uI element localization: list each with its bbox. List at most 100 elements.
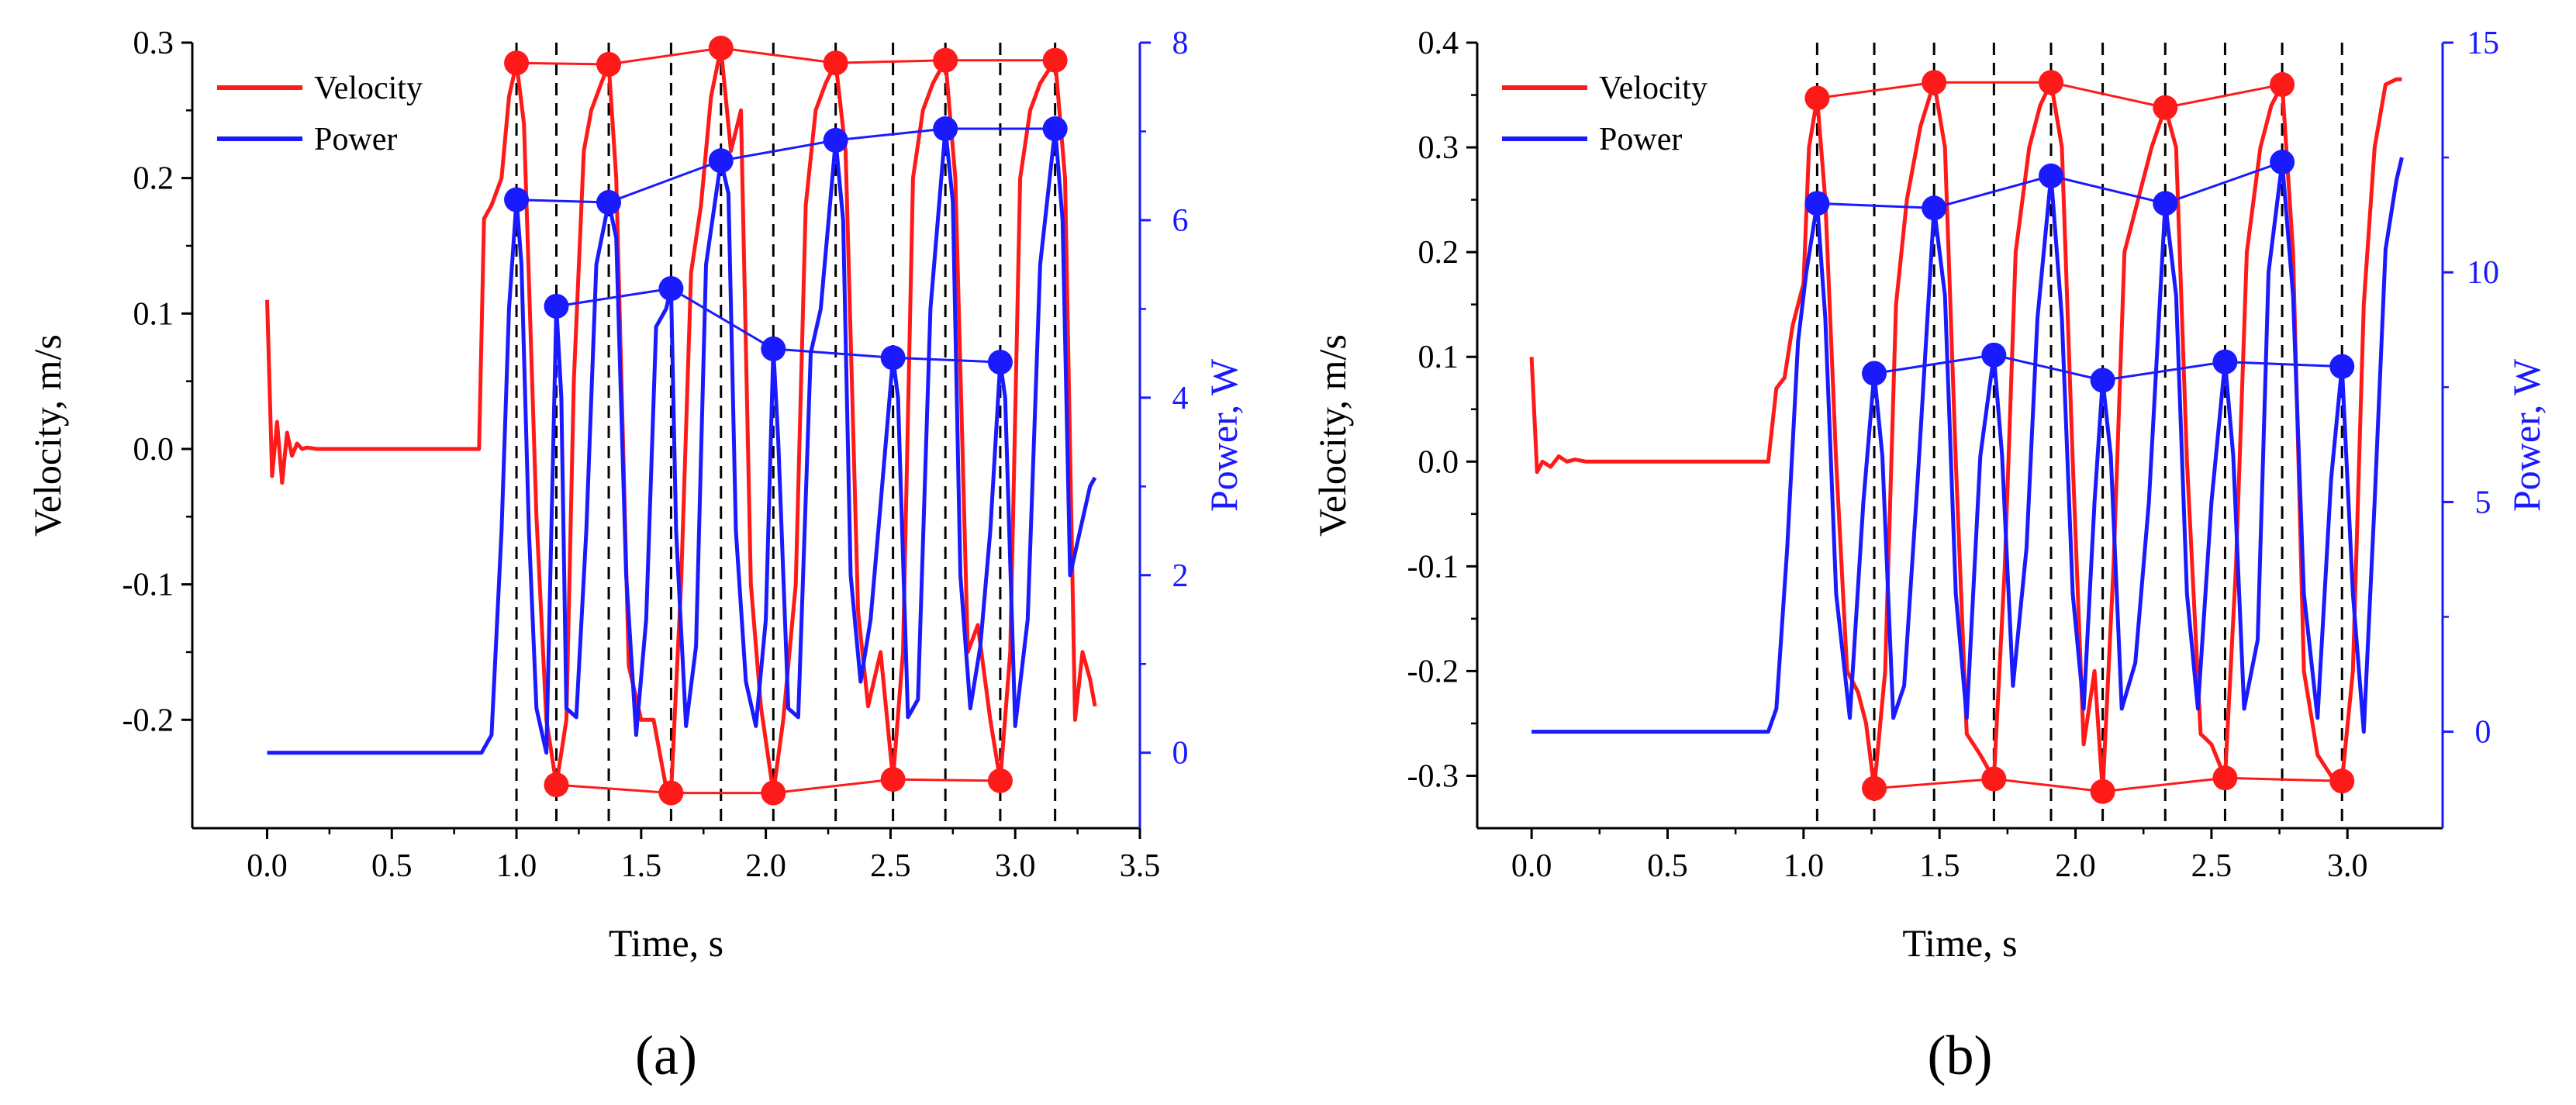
velocity-peak-marker-point	[1042, 47, 1068, 73]
x-tick-label: 0.5	[1647, 848, 1688, 884]
y-right-tick-label: 2	[1172, 558, 1189, 594]
power-peak-marker-point	[708, 148, 734, 174]
velocity-trough-marker-point	[1862, 775, 1887, 801]
x-tick-label: 3.0	[995, 848, 1036, 884]
y-left-tick-label: 0.1	[1418, 340, 1459, 375]
power-secondary-marker-point	[1981, 342, 2007, 368]
y-axis-left-label: Velocity, m/s	[26, 334, 69, 537]
x-tick-label: 3.0	[2327, 848, 2368, 884]
power-peak-marker-point	[504, 187, 530, 212]
x-tick-label: 0.0	[1511, 848, 1552, 884]
power-peak-marker-point	[1042, 116, 1068, 142]
velocity-trough-marker-point	[544, 772, 569, 798]
velocity-peak-marker-point	[823, 50, 848, 76]
y-axis-right-label: Power, W	[2505, 358, 2548, 512]
x-axis-label: Time, s	[609, 921, 723, 965]
power-series-line	[267, 126, 1097, 755]
power-secondary-marker-point	[1862, 361, 1887, 386]
velocity-peak-marker-point	[504, 50, 530, 76]
velocity-peak-marker-point	[2270, 72, 2295, 98]
x-axis-label: Time, s	[1902, 921, 2017, 965]
power-peak-marker-point	[823, 127, 848, 153]
y-left-tick-label: 0.3	[1418, 130, 1459, 166]
power-peak-marker-point	[2270, 150, 2295, 175]
y-axis-left-label: Velocity, m/s	[1310, 334, 1354, 537]
x-tick-label: 0.0	[247, 848, 288, 884]
velocity-trough-marker-point	[2329, 768, 2355, 794]
velocity-peak-marker-point	[1922, 70, 1947, 95]
y-axis-right-label: Power, W	[1202, 358, 1245, 512]
x-tick-label: 1.5	[621, 848, 662, 884]
power-peak-marker-point	[596, 190, 622, 216]
velocity-trough-marker-point	[761, 780, 786, 806]
power-secondary-marker-point	[658, 276, 684, 302]
power-peak-marker-point	[2153, 191, 2178, 216]
velocity-peak-marker-point	[708, 35, 734, 60]
y-right-tick-label: 6	[1172, 203, 1189, 239]
y-right-tick-label: 0	[1172, 736, 1189, 772]
y-left-tick-label: 0.2	[133, 161, 174, 197]
velocity-peak-marker-point	[2153, 95, 2178, 120]
legend-velocity-label: Velocity	[314, 71, 423, 106]
velocity-trough-marker-point	[880, 767, 906, 792]
legend-power-label: Power	[314, 122, 397, 157]
velocity-trough-marker-point	[987, 768, 1013, 793]
panel-label: (b)	[1928, 1024, 1993, 1086]
x-tick-label: 1.5	[1919, 848, 1960, 884]
y-left-tick-label: -0.2	[123, 703, 174, 738]
velocity-peak-marker-point	[1804, 85, 1830, 111]
y-left-tick-label: 0.4	[1418, 26, 1459, 61]
velocity-trough-marker-point	[2090, 779, 2115, 804]
velocity-peak-marker-point	[2038, 70, 2063, 95]
y-right-tick-label: 5	[2475, 485, 2491, 520]
chart-panel-a: 0.0 0.5 1.0 1.5 2.0 2.5 3.0 3.5 -0.2 -0.1 0.0 0.1 0.…	[26, 26, 1245, 1086]
power-secondary-marker-point	[544, 293, 569, 319]
y-left-tick-label: 0.1	[133, 296, 174, 332]
power-peak-marker-connector	[516, 127, 1055, 204]
power-peak-marker-point	[1804, 191, 1830, 216]
power-secondary-marker-point	[2090, 368, 2115, 393]
x-tick-label: 0.5	[371, 848, 413, 884]
velocity-trough-marker-point	[1981, 766, 2007, 792]
y-left-tick-label: 0.0	[1418, 444, 1459, 480]
x-tick-label: 2.0	[2055, 848, 2096, 884]
y-left-tick-label: -0.2	[1407, 654, 1459, 689]
y-left-tick-label: 0.0	[133, 432, 174, 468]
x-tick-label: 2.5	[2191, 848, 2232, 884]
legend-power-label: Power	[1599, 122, 1682, 157]
y-left-tick-label: 0.3	[133, 26, 174, 61]
legend-velocity-label: Velocity	[1599, 71, 1708, 106]
power-secondary-marker-point	[761, 336, 786, 361]
power-peak-marker-point	[2038, 163, 2063, 188]
power-secondary-marker-point	[2329, 354, 2355, 379]
chart-panel-b: 0.0 0.5 1.0 1.5 2.0 2.5 3.0 -0.3 -0.2 -0.1 0.0 0.1 0…	[1310, 26, 2548, 1086]
power-secondary-marker-point	[880, 345, 906, 371]
y-right-tick-label: 0	[2475, 715, 2491, 751]
velocity-peak-marker-connector	[516, 47, 1055, 66]
power-peak-marker-point	[1922, 195, 1947, 221]
x-tick-label: 1.0	[496, 848, 537, 884]
power-peak-marker-point	[933, 116, 958, 142]
y-left-tick-label: -0.1	[1407, 549, 1459, 585]
power-series-line	[1531, 157, 2404, 734]
velocity-series-line	[265, 46, 1097, 796]
velocity-trough-marker-point	[2212, 765, 2238, 791]
x-tick-label: 3.5	[1120, 848, 1161, 884]
x-tick-label: 1.0	[1784, 848, 1825, 884]
power-secondary-marker-point	[2212, 349, 2238, 375]
velocity-trough-marker-point	[658, 780, 684, 806]
y-left-tick-label: 0.2	[1418, 235, 1459, 271]
velocity-peak-marker-point	[596, 51, 622, 77]
x-tick-label: 2.5	[870, 848, 911, 884]
y-right-tick-label: 8	[1172, 26, 1189, 61]
y-right-tick-label: 10	[2467, 255, 2499, 291]
power-secondary-marker-point	[987, 350, 1013, 375]
y-left-tick-label: -0.3	[1407, 758, 1459, 794]
y-left-tick-label: -0.1	[123, 568, 174, 603]
y-right-tick-label: 15	[2467, 26, 2499, 61]
y-right-tick-label: 4	[1172, 381, 1189, 416]
x-tick-label: 2.0	[745, 848, 786, 884]
panel-label: (a)	[635, 1024, 697, 1086]
velocity-peak-marker-point	[933, 47, 958, 73]
